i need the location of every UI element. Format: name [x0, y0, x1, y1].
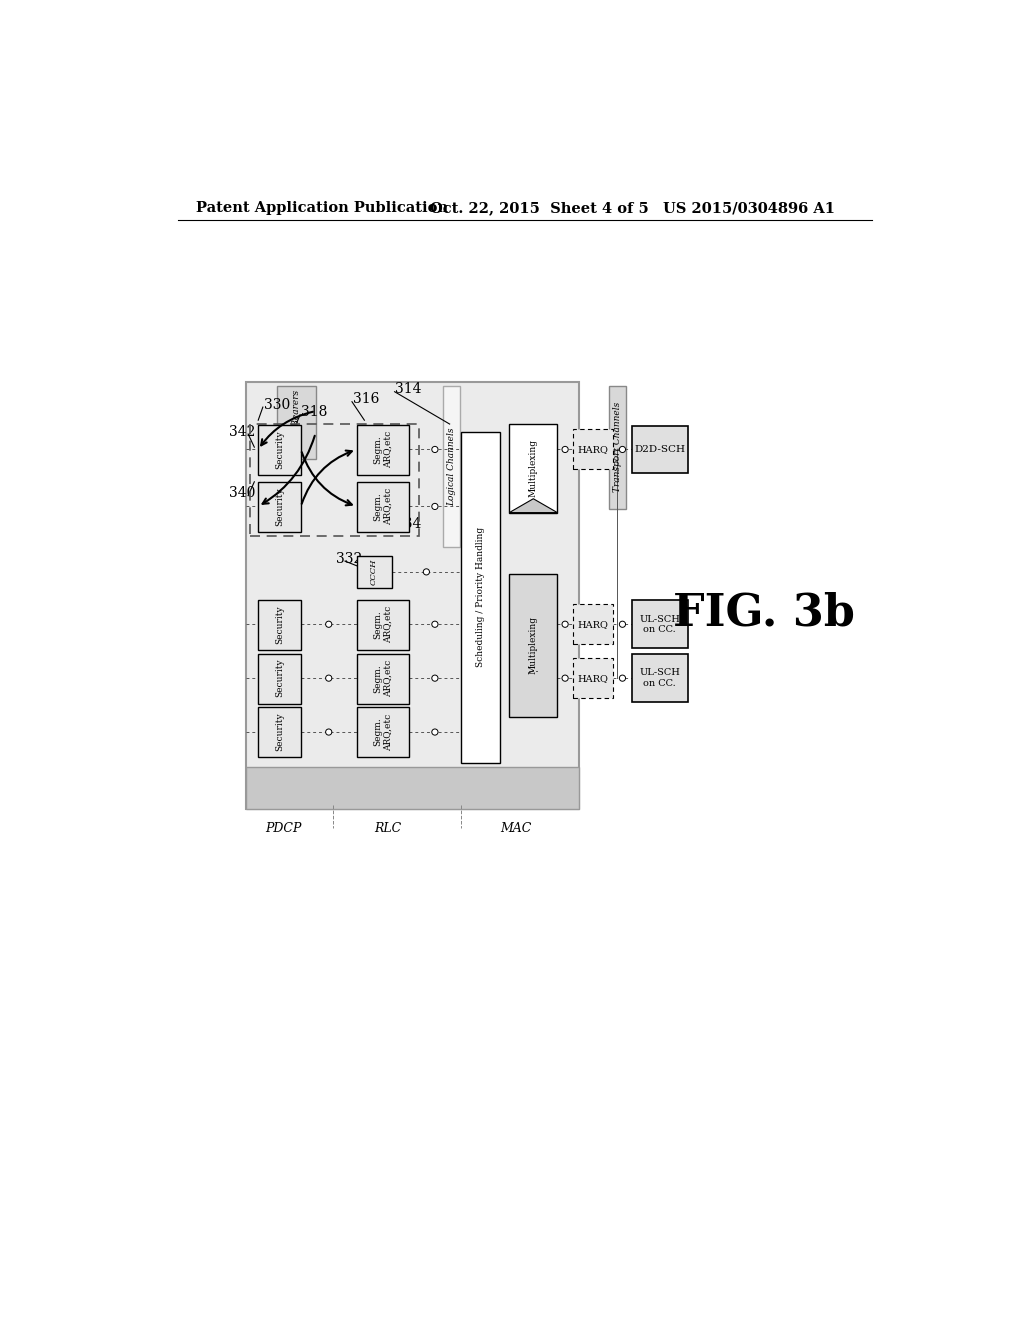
Circle shape — [562, 622, 568, 627]
Bar — [632, 425, 687, 474]
Circle shape — [326, 622, 332, 627]
Bar — [246, 381, 579, 809]
Circle shape — [562, 675, 568, 681]
Text: Segm.
ARQ,etc: Segm. ARQ,etc — [374, 430, 392, 469]
Bar — [246, 767, 579, 809]
Circle shape — [432, 503, 438, 510]
Bar — [572, 429, 613, 470]
Text: 342: 342 — [228, 425, 255, 438]
Bar — [258, 653, 301, 704]
Text: 334: 334 — [395, 517, 422, 531]
Text: Segm.
ARQ,etc: Segm. ARQ,etc — [374, 488, 392, 525]
Text: Transport Channels: Transport Channels — [612, 403, 622, 492]
Text: HARQ: HARQ — [578, 673, 608, 682]
Text: D2D-SCH: D2D-SCH — [634, 445, 685, 454]
Text: Segm.
ARQ,etc: Segm. ARQ,etc — [374, 713, 392, 751]
Bar — [258, 482, 301, 532]
Circle shape — [432, 446, 438, 453]
Bar — [608, 385, 626, 508]
Text: 318: 318 — [301, 405, 328, 420]
Text: PDCP: PDCP — [265, 822, 301, 834]
Text: Radio Bearers: Radio Bearers — [292, 389, 301, 454]
Bar — [251, 424, 420, 536]
Text: Scheduling / Priority Handling: Scheduling / Priority Handling — [476, 527, 485, 668]
Text: Oct. 22, 2015  Sheet 4 of 5: Oct. 22, 2015 Sheet 4 of 5 — [430, 202, 649, 215]
Bar — [356, 482, 410, 532]
Text: 332: 332 — [336, 552, 361, 566]
Circle shape — [432, 729, 438, 735]
Text: UL-SCH
on CC.: UL-SCH on CC. — [639, 615, 680, 634]
Text: 314: 314 — [395, 383, 422, 396]
Text: Multiplexing: Multiplexing — [528, 616, 538, 675]
FancyArrowPatch shape — [261, 412, 313, 445]
Bar — [258, 425, 301, 475]
Text: Logical Channels: Logical Channels — [446, 428, 456, 506]
Text: 340: 340 — [228, 486, 255, 500]
Circle shape — [326, 675, 332, 681]
Bar — [356, 653, 410, 704]
Text: HARQ: HARQ — [578, 445, 608, 454]
Text: RLC: RLC — [374, 822, 401, 834]
Polygon shape — [509, 499, 557, 512]
Circle shape — [326, 729, 332, 735]
Bar — [572, 605, 613, 644]
Circle shape — [432, 622, 438, 627]
Text: MAC: MAC — [500, 822, 531, 834]
Text: Patent Application Publication: Patent Application Publication — [197, 202, 449, 215]
Bar — [509, 574, 557, 717]
Text: 316: 316 — [352, 392, 379, 407]
Bar — [356, 425, 410, 475]
Text: Security: Security — [275, 605, 284, 644]
Text: Security: Security — [275, 713, 284, 751]
Text: CCCH: CCCH — [370, 558, 378, 585]
Circle shape — [432, 675, 438, 681]
Circle shape — [562, 446, 568, 453]
Text: ...: ... — [527, 663, 540, 675]
Text: Security: Security — [275, 659, 284, 697]
FancyArrowPatch shape — [262, 436, 314, 504]
Bar — [356, 708, 410, 758]
Text: 330: 330 — [263, 397, 290, 412]
Bar — [258, 599, 301, 649]
Bar — [258, 708, 301, 758]
Circle shape — [423, 569, 429, 576]
Text: Segm.
ARQ,etc: Segm. ARQ,etc — [374, 660, 392, 697]
FancyArrowPatch shape — [302, 451, 352, 506]
Bar — [509, 424, 557, 512]
Text: HARQ: HARQ — [578, 620, 608, 628]
Text: Security: Security — [275, 430, 284, 469]
Bar — [442, 385, 460, 548]
Bar — [461, 432, 500, 763]
Bar — [572, 659, 613, 698]
Text: Security: Security — [275, 487, 284, 525]
Circle shape — [620, 675, 626, 681]
Circle shape — [620, 622, 626, 627]
Bar — [632, 601, 687, 648]
FancyArrowPatch shape — [302, 450, 352, 504]
Bar — [276, 385, 315, 459]
Bar — [356, 556, 391, 589]
Bar — [632, 655, 687, 702]
Text: Segm.
ARQ,etc: Segm. ARQ,etc — [374, 606, 392, 643]
Text: Multiplexing: Multiplexing — [528, 440, 538, 498]
Text: FIG. 3b: FIG. 3b — [673, 591, 854, 634]
Circle shape — [620, 446, 626, 453]
Bar — [356, 599, 410, 649]
Text: UL-SCH
on CC.: UL-SCH on CC. — [639, 668, 680, 688]
Text: US 2015/0304896 A1: US 2015/0304896 A1 — [663, 202, 835, 215]
